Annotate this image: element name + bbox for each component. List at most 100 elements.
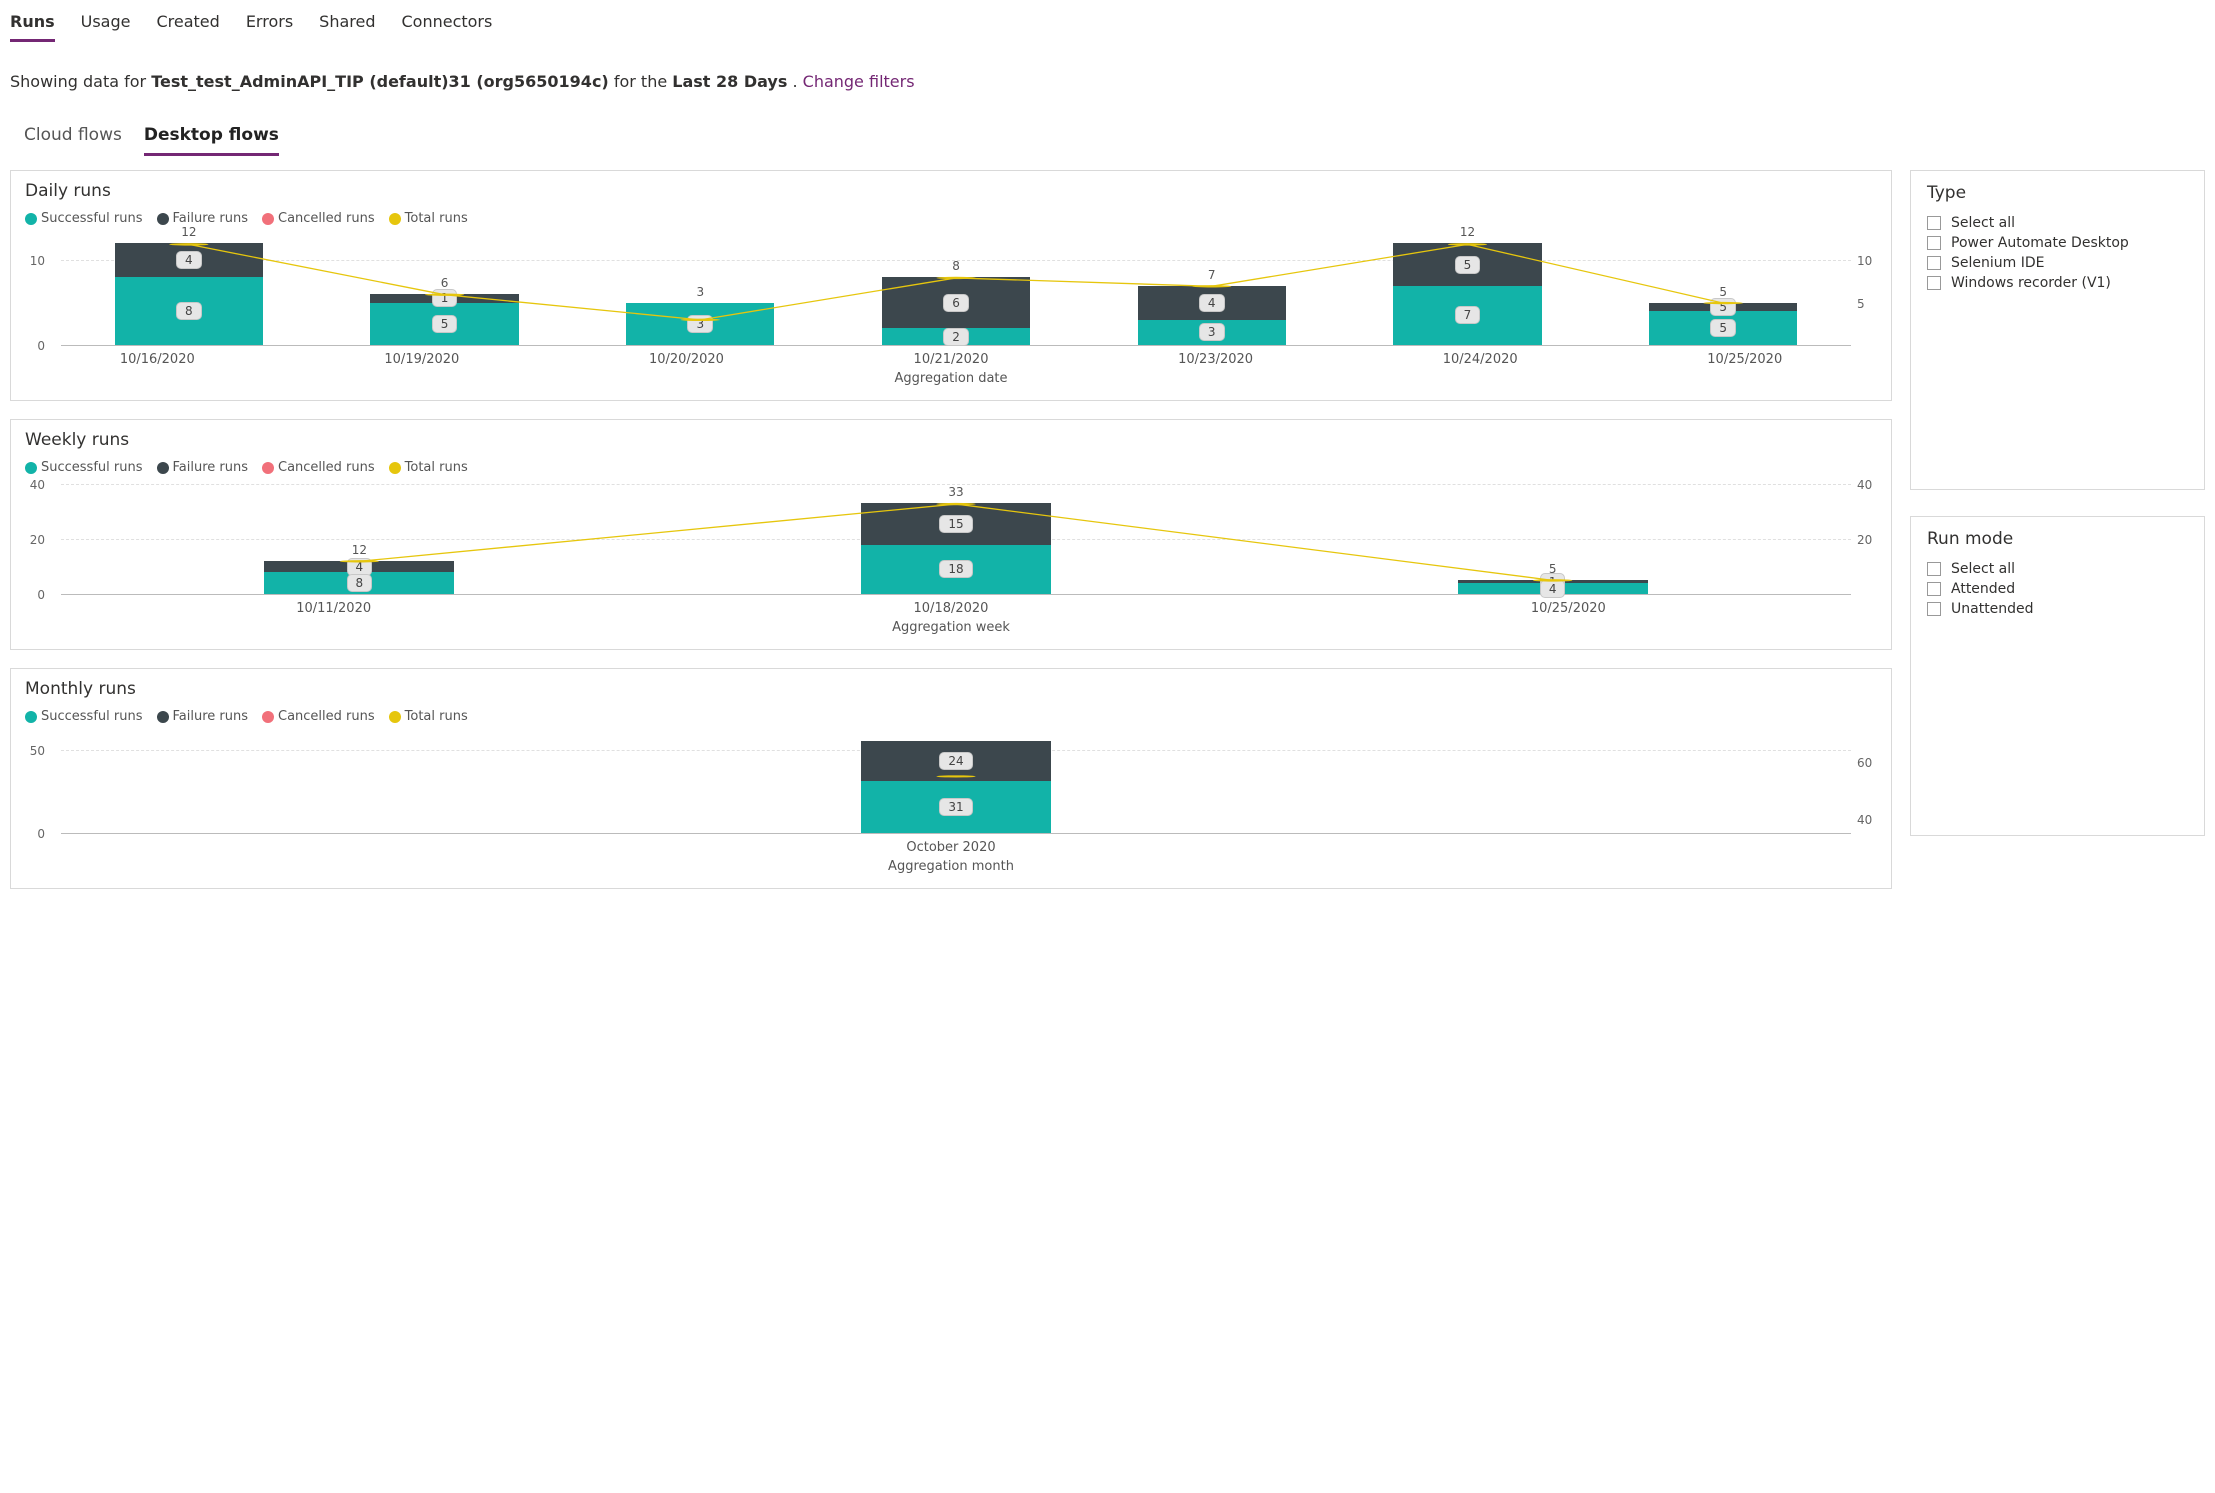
checkbox-icon[interactable] — [1927, 562, 1941, 576]
success-value: 2 — [943, 328, 969, 346]
primary-tab-connectors[interactable]: Connectors — [401, 8, 492, 42]
summary-suffix: . — [792, 72, 802, 91]
bar-slot: 151833 — [658, 485, 1255, 594]
bar-slot: 4812 — [61, 236, 317, 345]
success-value: 3 — [687, 315, 713, 333]
data-summary: Showing data for Test_test_AdminAPI_TIP … — [10, 72, 2205, 91]
flow-tab-desktop-flows[interactable]: Desktop flows — [144, 121, 279, 156]
x-label: 10/21/2020 — [819, 352, 1084, 367]
filter-option[interactable]: Attended — [1927, 579, 2188, 599]
filter-option[interactable]: Windows recorder (V1) — [1927, 273, 2188, 293]
bar-slot: 628 — [828, 236, 1084, 345]
primary-tab-created[interactable]: Created — [156, 8, 219, 42]
y-tick-right: 5 — [1857, 297, 1865, 311]
legend-item: Successful runs — [25, 211, 143, 226]
chart-panel: Monthly runsSuccessful runsFailure runsC… — [10, 668, 1892, 889]
checkbox-icon[interactable] — [1927, 216, 1941, 230]
y-tick-right: 20 — [1857, 533, 1872, 547]
filter-panel-type: TypeSelect allPower Automate DesktopSele… — [1910, 170, 2205, 490]
checkbox-icon[interactable] — [1927, 602, 1941, 616]
legend-item: Total runs — [389, 211, 468, 226]
success-value: 8 — [347, 574, 373, 592]
y-tick-left: 0 — [37, 339, 45, 353]
total-value: 7 — [1208, 268, 1216, 282]
filter-option-label: Select all — [1951, 561, 2015, 577]
total-value: 8 — [952, 259, 960, 273]
legend-item: Failure runs — [157, 709, 249, 724]
primary-tab-runs[interactable]: Runs — [10, 8, 55, 42]
filter-option-label: Selenium IDE — [1951, 255, 2044, 271]
total-value: 3 — [696, 285, 704, 299]
x-label: 10/16/2020 — [25, 352, 290, 367]
filter-option[interactable]: Power Automate Desktop — [1927, 233, 2188, 253]
bar-slot: 555 — [1595, 236, 1851, 345]
bar-stack[interactable]: 628 — [882, 277, 1030, 345]
x-axis-title: Aggregation week — [25, 620, 1877, 635]
success-value: 4 — [1540, 580, 1566, 598]
checkbox-icon[interactable] — [1927, 256, 1941, 270]
chart-area: 05024314060 — [25, 734, 1877, 834]
total-value: 12 — [181, 225, 196, 239]
bar-slot: 2431 — [61, 734, 1851, 833]
filter-panel-run-mode: Run modeSelect allAttendedUnattended — [1910, 516, 2205, 836]
legend-item: Successful runs — [25, 460, 143, 475]
filters-column: TypeSelect allPower Automate DesktopSele… — [1910, 170, 2205, 836]
legend-swatch — [389, 462, 401, 474]
y-tick-right: 40 — [1857, 478, 1872, 492]
checkbox-icon[interactable] — [1927, 276, 1941, 290]
primary-tab-shared[interactable]: Shared — [319, 8, 375, 42]
bar-slot: 48 12 — [61, 485, 658, 594]
total-value: 12 — [352, 543, 367, 557]
checkbox-icon[interactable] — [1927, 236, 1941, 250]
bar-stack[interactable]: 4812 — [115, 243, 263, 345]
chart-title: Daily runs — [25, 181, 1877, 201]
success-value: 5 — [1710, 319, 1736, 337]
legend-item: Cancelled runs — [262, 211, 375, 226]
filter-option-label: Power Automate Desktop — [1951, 235, 2129, 251]
failure-value: 1 — [432, 289, 458, 307]
bar-stack[interactable]: 33 — [626, 303, 774, 345]
y-tick-left: 40 — [30, 478, 45, 492]
filter-option[interactable]: Unattended — [1927, 599, 2188, 619]
bar-slot: 145 — [1254, 485, 1851, 594]
chart-panel: Daily runsSuccessful runsFailure runsCan… — [10, 170, 1892, 401]
total-value: 5 — [1719, 285, 1727, 299]
bar-stack[interactable]: 437 — [1138, 286, 1286, 345]
change-filters-link[interactable]: Change filters — [803, 72, 915, 91]
bar-stack[interactable]: 5712 — [1393, 243, 1541, 345]
success-value: 31 — [939, 798, 972, 816]
legend-swatch — [157, 213, 169, 225]
secondary-tabs: Cloud flows Desktop flows — [24, 121, 2205, 156]
success-value: 18 — [939, 560, 972, 578]
chart-area: 0104812156336284375712555510 — [25, 236, 1877, 346]
chart-legend: Successful runsFailure runsCancelled run… — [25, 709, 1877, 724]
primary-tab-errors[interactable]: Errors — [246, 8, 293, 42]
summary-range: Last 28 Days — [672, 72, 787, 91]
bar-stack[interactable]: 2431 — [861, 741, 1051, 833]
bar-stack[interactable]: 156 — [370, 294, 518, 345]
checkbox-icon[interactable] — [1927, 582, 1941, 596]
legend-swatch — [389, 711, 401, 723]
x-label: 10/24/2020 — [1348, 352, 1613, 367]
summary-env: Test_test_AdminAPI_TIP (default)31 (org5… — [151, 72, 609, 91]
failure-value: 15 — [939, 515, 972, 533]
filter-option[interactable]: Select all — [1927, 559, 2188, 579]
x-label: 10/18/2020 — [642, 601, 1259, 616]
bar-stack[interactable]: 4812 — [264, 561, 454, 594]
bar-stack[interactable]: 151833 — [861, 503, 1051, 594]
failure-value: 5 — [1455, 256, 1481, 274]
y-tick-left: 20 — [30, 533, 45, 547]
bar-stack[interactable]: 145 — [1458, 580, 1648, 594]
bar-stack[interactable]: 555 — [1649, 303, 1797, 345]
filter-option[interactable]: Select all — [1927, 213, 2188, 233]
bar-slot: 156 — [317, 236, 573, 345]
filter-option-label: Unattended — [1951, 601, 2034, 617]
filter-option[interactable]: Selenium IDE — [1927, 253, 2188, 273]
failure-value: 4 — [347, 558, 373, 576]
total-value: 12 — [1460, 225, 1475, 239]
bar-slot: 33 — [572, 236, 828, 345]
chart-panel: Weekly runsSuccessful runsFailure runsCa… — [10, 419, 1892, 650]
flow-tab-cloud-flows[interactable]: Cloud flows — [24, 121, 122, 156]
x-label: 10/25/2020 — [1612, 352, 1877, 367]
primary-tab-usage[interactable]: Usage — [81, 8, 131, 42]
